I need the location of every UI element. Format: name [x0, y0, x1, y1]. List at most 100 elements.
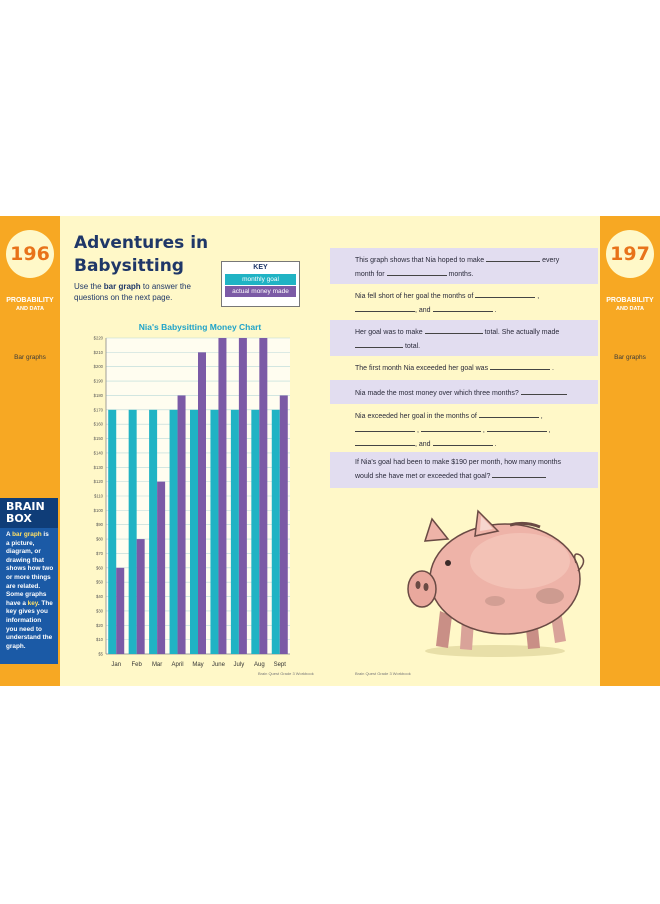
workbook-spread: 196 PROBABILITY AND DATA Bar graphs BRAI… — [0, 216, 660, 686]
footer-left: Brain Quest Grade 3 Workbook — [258, 671, 314, 676]
question-4: The first month Nia exceeded her goal wa… — [355, 361, 595, 375]
q2-text-d: . — [494, 307, 497, 314]
q7-blank-1[interactable] — [492, 469, 547, 478]
q2-blank-3[interactable] — [432, 303, 493, 312]
topic-line1: PROBABILITY — [6, 297, 54, 304]
q3-blank-2[interactable] — [355, 339, 403, 348]
goal-bar — [108, 409, 117, 654]
brain-box: BRAIN BOX A bar graph is a picture, diag… — [0, 498, 58, 664]
y-tick-label: $40 — [96, 594, 104, 599]
subtopic-left: Bar graphs — [14, 354, 46, 361]
q4-blank-1[interactable] — [490, 361, 551, 370]
q6-blank-2[interactable] — [355, 423, 415, 432]
y-tick-label: $220 — [94, 336, 104, 341]
y-tick-label: $20 — [96, 623, 104, 628]
goal-bar — [271, 409, 280, 654]
x-tick-label: May — [192, 662, 203, 668]
y-tick-label: $80 — [96, 537, 104, 542]
title-line1: Adventures in — [74, 233, 209, 253]
goal-bar — [230, 409, 239, 654]
x-tick-label: July — [234, 662, 245, 668]
q6-blank-6[interactable] — [432, 437, 493, 446]
q2-blank-2[interactable] — [355, 303, 415, 312]
y-tick-label: $100 — [94, 508, 104, 513]
actual-bar — [238, 338, 247, 654]
question-1-box — [330, 248, 598, 284]
page-title: Adventures in Babysitting — [74, 232, 208, 278]
brain-box-title-line2: BOX — [6, 512, 32, 525]
y-tick-label: $10 — [96, 637, 104, 642]
actual-bar — [198, 352, 206, 654]
piggy-bank-illustration — [407, 509, 585, 657]
q6-blank-4[interactable] — [486, 423, 547, 432]
actual-bar — [136, 539, 145, 654]
goal-bar — [128, 409, 137, 654]
q6-blank-3[interactable] — [420, 423, 481, 432]
question-2: Nia fell short of her goal the months of… — [355, 289, 595, 317]
subtopic-right: Bar graphs — [614, 354, 646, 361]
q6-text-d: , — [482, 427, 485, 434]
question-5: Nia made the most money over which three… — [355, 386, 595, 400]
bb-highlight-bar-graph: bar graph — [12, 531, 42, 538]
goal-bar — [169, 409, 178, 654]
q1-text-c: month for — [355, 271, 385, 278]
q7-text-b: would she have met or exceeded that goal… — [355, 473, 491, 480]
x-tick-label: Mar — [152, 662, 162, 668]
bb-highlight-key: key — [27, 599, 38, 607]
y-tick-label: $170 — [94, 407, 104, 412]
q6-blank-5[interactable] — [355, 437, 415, 446]
x-tick-label: June — [212, 662, 226, 668]
q5-blank-1[interactable] — [520, 386, 567, 395]
q7-text-a: If Nia's goal had been to make $190 per … — [355, 459, 562, 466]
question-6: Nia exceeded her goal in the months of ,… — [355, 409, 595, 451]
brain-box-title: BRAIN BOX — [0, 498, 58, 528]
question-3-box — [330, 320, 598, 356]
y-tick-label: $60 — [96, 565, 104, 570]
instr-pre: Use the — [74, 282, 104, 291]
topic-line2-right: AND DATA — [616, 306, 644, 312]
q6-text-c: , — [416, 427, 419, 434]
topic-line2: AND DATA — [16, 306, 44, 312]
topic-label-left: PROBABILITY AND DATA — [0, 296, 60, 314]
bb-text-1: A — [6, 531, 13, 538]
left-sidebar: 196 PROBABILITY AND DATA Bar graphs BRAI… — [0, 216, 60, 686]
actual-bar — [259, 338, 268, 654]
actual-bar — [157, 481, 166, 654]
question-5-box — [330, 380, 598, 404]
actual-bar — [279, 395, 288, 654]
q2-blank-1[interactable] — [475, 289, 536, 298]
y-tick-label: $130 — [94, 465, 104, 470]
q1-blank-1[interactable] — [486, 253, 541, 262]
y-tick-label: $180 — [94, 393, 104, 398]
y-tick-label: $190 — [94, 379, 104, 384]
brain-box-title-line1: BRAIN — [6, 500, 45, 513]
q1-text-a: This graph shows that Nia hoped to make — [355, 257, 485, 264]
q5-text-a: Nia made the most money over which three… — [355, 390, 519, 397]
chart-title: Nia's Babysitting Money Chart — [138, 322, 262, 332]
instructions: Use the bar graph to answer the question… — [74, 281, 214, 303]
q6-text-b: , — [540, 413, 543, 420]
q2-text-a: Nia fell short of her goal the months of — [355, 293, 474, 300]
y-tick-label: $120 — [94, 479, 104, 484]
y-tick-label: $110 — [94, 494, 104, 499]
y-tick-label: $5 — [98, 652, 103, 657]
q1-blank-2[interactable] — [386, 267, 447, 276]
title-line2: Babysitting — [74, 256, 184, 276]
q6-text-g: . — [494, 441, 497, 448]
q3-blank-1[interactable] — [424, 325, 483, 334]
q4-text-b: . — [551, 365, 554, 372]
instr-post: to answer the questions on the next page… — [74, 282, 191, 302]
y-tick-label: $30 — [96, 608, 104, 613]
q6-blank-1[interactable] — [478, 409, 539, 418]
q6-text-f: , and — [415, 441, 431, 448]
bb-text-2: is a picture, diagram, or drawing that s… — [6, 531, 54, 607]
key-actual-money: actual money made — [225, 286, 296, 297]
y-tick-label: $140 — [94, 450, 104, 455]
q2-text-c: , and — [415, 307, 431, 314]
goal-bar — [251, 409, 260, 654]
y-tick-label: $200 — [94, 364, 104, 369]
y-tick-label: $150 — [94, 436, 104, 441]
y-tick-label: $90 — [96, 522, 104, 527]
q6-text-e: , — [548, 427, 551, 434]
question-7-box — [330, 452, 598, 488]
